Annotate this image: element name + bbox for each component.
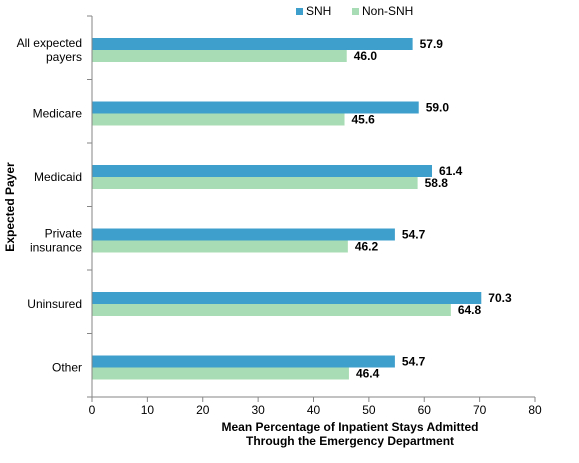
bar-snh-2 bbox=[92, 165, 433, 177]
bar-non-snh-2 bbox=[92, 177, 418, 189]
x-tick-label: 40 bbox=[307, 403, 321, 417]
category-label: payers bbox=[46, 50, 82, 64]
x-axis: 0 10 20 30 40 50 60 70 80 bbox=[89, 396, 542, 417]
x-axis-title-line: Mean Percentage of Inpatient Stays Admit… bbox=[222, 420, 479, 434]
x-tick-label: 0 bbox=[89, 403, 96, 417]
plot-area: 57.9 46.0 59.0 45.6 61.458.8 54.7 46.2 70.3 64.8… bbox=[92, 37, 512, 381]
bar-non-snh-0 bbox=[92, 50, 347, 62]
x-tick-label: 70 bbox=[473, 403, 487, 417]
bar-non-snh-5 bbox=[92, 367, 349, 380]
value-label: 57.9 bbox=[420, 37, 444, 51]
x-tick-label: 50 bbox=[362, 403, 376, 417]
value-label: 46.2 bbox=[355, 240, 379, 254]
x-axis-title-line: Through the Emergency Department bbox=[246, 434, 454, 448]
y-axis-title: Expected Payer bbox=[3, 162, 17, 252]
category-label: Medicare bbox=[33, 107, 83, 121]
value-label: 45.6 bbox=[352, 113, 376, 127]
bar-non-snh-3 bbox=[92, 240, 348, 253]
x-tick-label: 60 bbox=[418, 403, 432, 417]
value-label: 54.7 bbox=[402, 228, 426, 242]
x-axis-title: Mean Percentage of Inpatient Stays Admit… bbox=[222, 420, 479, 448]
legend-label-1: Non-SNH bbox=[362, 4, 413, 18]
x-tick-label: 20 bbox=[196, 403, 210, 417]
bar-snh-0 bbox=[92, 38, 413, 50]
value-label: 54.7 bbox=[402, 355, 426, 369]
value-label: 61.4 bbox=[439, 164, 463, 178]
legend-swatch-0 bbox=[296, 8, 303, 15]
category-label: Medicaid bbox=[34, 170, 82, 184]
legend-swatch-1 bbox=[352, 8, 359, 15]
bar-snh-5 bbox=[92, 355, 395, 368]
bar-non-snh-1 bbox=[92, 113, 345, 126]
legend: SNH Non-SNH bbox=[296, 4, 413, 18]
x-tick-label: 30 bbox=[251, 403, 265, 417]
category-label: Other bbox=[52, 361, 82, 375]
category-label: insurance bbox=[30, 241, 82, 255]
value-label: 46.4 bbox=[356, 367, 380, 381]
value-label: 59.0 bbox=[426, 101, 450, 115]
bar-non-snh-4 bbox=[92, 304, 451, 316]
bar-snh-3 bbox=[92, 228, 395, 241]
category-label: Uninsured bbox=[27, 297, 82, 311]
category-label: All expected bbox=[17, 36, 82, 50]
x-tick-label: 10 bbox=[141, 403, 155, 417]
bar-snh-4 bbox=[92, 292, 482, 304]
legend-label-0: SNH bbox=[306, 4, 331, 18]
value-label: 70.3 bbox=[488, 291, 512, 305]
value-label: 58.8 bbox=[425, 176, 449, 190]
category-label: Private bbox=[45, 227, 83, 241]
value-label: 64.8 bbox=[458, 303, 482, 317]
value-label: 46.0 bbox=[354, 49, 378, 63]
x-tick-label: 80 bbox=[528, 403, 542, 417]
bar-snh-1 bbox=[92, 101, 419, 114]
